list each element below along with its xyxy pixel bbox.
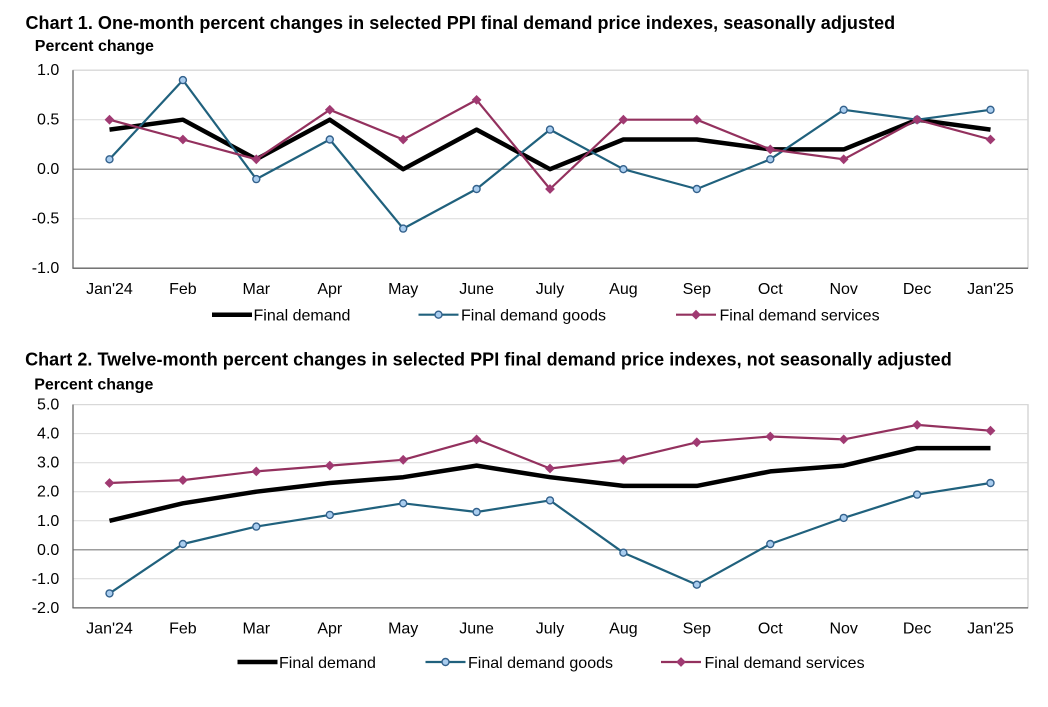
svg-text:June: June [459,281,494,298]
svg-text:3.0: 3.0 [37,455,59,472]
svg-text:Final demand goods: Final demand goods [468,655,613,672]
svg-text:June: June [459,621,494,638]
svg-text:-1.0: -1.0 [32,571,60,588]
svg-text:Dec: Dec [903,621,931,638]
svg-text:Final demand services: Final demand services [720,308,880,325]
svg-text:0.0: 0.0 [37,542,59,559]
svg-text:Percent change: Percent change [35,38,154,55]
svg-text:Apr: Apr [317,281,343,298]
svg-text:Dec: Dec [903,281,931,298]
svg-text:Final demand: Final demand [254,308,351,325]
svg-text:Chart 1. One-month percent cha: Chart 1. One-month percent changes in se… [26,13,896,33]
svg-text:Oct: Oct [758,281,783,298]
svg-text:Jan'25: Jan'25 [967,281,1014,298]
svg-text:Feb: Feb [169,621,197,638]
svg-text:Oct: Oct [758,621,783,638]
svg-text:1.0: 1.0 [37,513,59,530]
svg-text:Nov: Nov [829,281,857,298]
svg-text:-0.5: -0.5 [32,211,60,228]
svg-text:Final demand: Final demand [279,655,376,672]
svg-text:-1.0: -1.0 [32,260,60,277]
svg-text:0.5: 0.5 [37,112,59,129]
svg-text:Jan'25: Jan'25 [967,621,1014,638]
svg-text:Percent change: Percent change [34,377,153,394]
svg-text:Jan'24: Jan'24 [86,621,133,638]
svg-text:Mar: Mar [243,281,271,298]
svg-text:Aug: Aug [609,621,637,638]
svg-text:-2.0: -2.0 [32,600,60,617]
svg-text:May: May [388,281,418,298]
svg-text:Feb: Feb [169,281,197,298]
svg-text:4.0: 4.0 [37,426,59,443]
svg-text:Nov: Nov [829,621,857,638]
svg-text:0.0: 0.0 [37,161,59,178]
svg-text:July: July [536,281,564,298]
svg-text:5.0: 5.0 [37,397,59,414]
svg-text:Mar: Mar [243,621,271,638]
svg-text:Final demand goods: Final demand goods [461,308,606,325]
svg-text:2.0: 2.0 [37,484,59,501]
svg-text:Sep: Sep [683,281,712,298]
svg-text:Final demand services: Final demand services [705,655,865,672]
svg-text:Apr: Apr [317,621,343,638]
svg-text:Jan'24: Jan'24 [86,281,133,298]
svg-text:Aug: Aug [609,281,637,298]
svg-text:1.0: 1.0 [37,62,59,79]
svg-text:May: May [388,621,418,638]
svg-text:Chart 2. Twelve-month percent: Chart 2. Twelve-month percent changes in… [25,350,952,370]
svg-text:Sep: Sep [683,621,712,638]
svg-text:July: July [536,621,564,638]
